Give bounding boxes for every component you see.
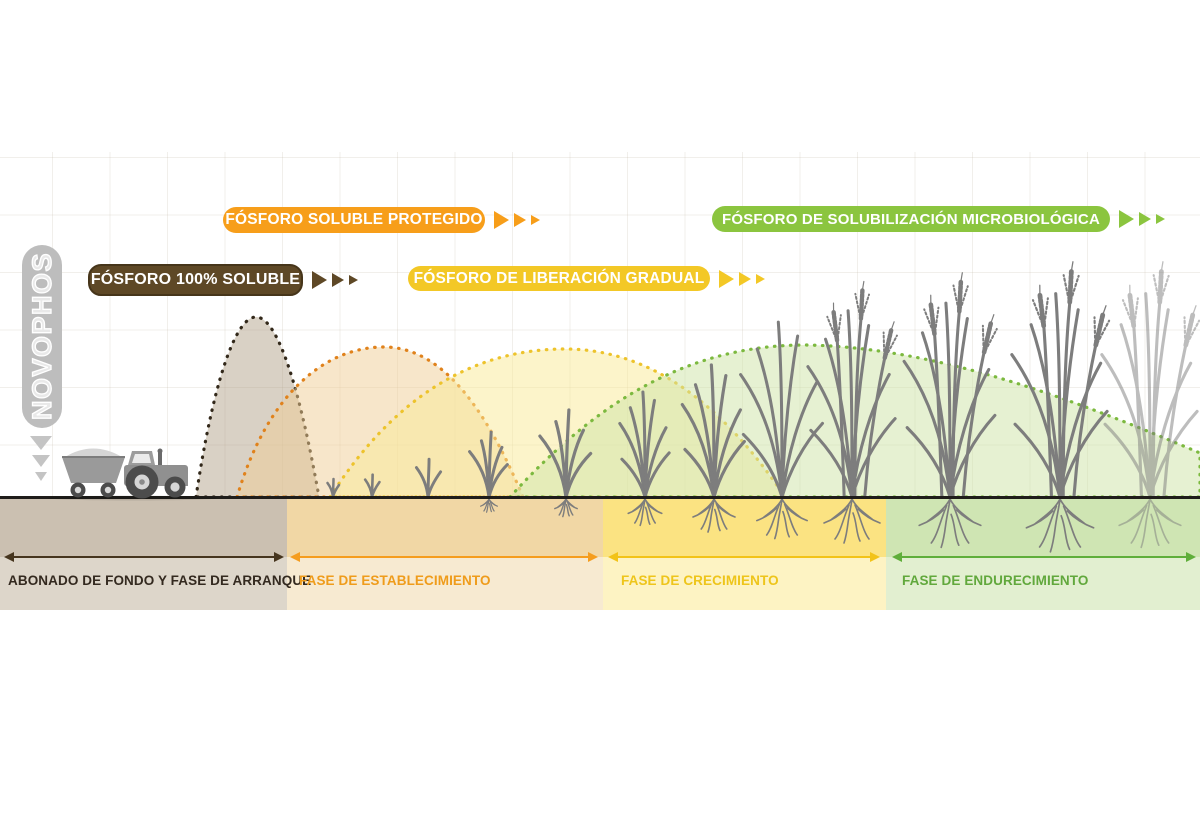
banner-row-fosforo-solubilizacion-microbiologica: FÓSFORO DE SOLUBILIZACIÓN MICROBIOLÓGICA — [712, 206, 1171, 232]
banner-fosforo-100-soluble: FÓSFORO 100% SOLUBLE — [88, 264, 303, 296]
triple-arrow-icon — [1119, 210, 1165, 228]
soil-band-crecimiento — [603, 499, 886, 610]
phase-label-establecimiento: FASE DE ESTABLECIMIENTO — [299, 573, 491, 588]
soil-band-establecimiento — [287, 499, 603, 610]
phase-label-endurecimiento: FASE DE ENDURECIMIENTO — [902, 573, 1089, 588]
triple-arrow-icon — [312, 271, 358, 289]
tractor-icon — [48, 448, 218, 501]
down-arrows-icon — [30, 436, 52, 481]
soil-band-arranque — [0, 499, 287, 610]
phase-label-crecimiento: FASE DE CRECIMIENTO — [621, 573, 779, 588]
banner-fosforo-solubilizacion-microbiologica: FÓSFORO DE SOLUBILIZACIÓN MICROBIOLÓGICA — [712, 206, 1110, 232]
novophos-vertical-label: NOVOPHOS — [26, 252, 57, 421]
banner-row-fosforo-liberacion-gradual: FÓSFORO DE LIBERACIÓN GRADUAL — [408, 266, 771, 291]
banner-row-fosforo-100-soluble: FÓSFORO 100% SOLUBLE — [88, 264, 364, 296]
triple-arrow-icon — [494, 211, 540, 229]
novophos-brand-pill: NOVOPHOS — [22, 245, 62, 428]
phase-label-arranque: ABONADO DE FONDO Y FASE DE ARRANQUE — [8, 573, 312, 588]
banner-fosforo-liberacion-gradual: FÓSFORO DE LIBERACIÓN GRADUAL — [408, 266, 710, 291]
banner-row-fosforo-soluble-protegido: FÓSFORO SOLUBLE PROTEGIDO — [223, 207, 546, 233]
banner-fosforo-soluble-protegido: FÓSFORO SOLUBLE PROTEGIDO — [223, 207, 485, 233]
triple-arrow-icon — [719, 269, 765, 288]
